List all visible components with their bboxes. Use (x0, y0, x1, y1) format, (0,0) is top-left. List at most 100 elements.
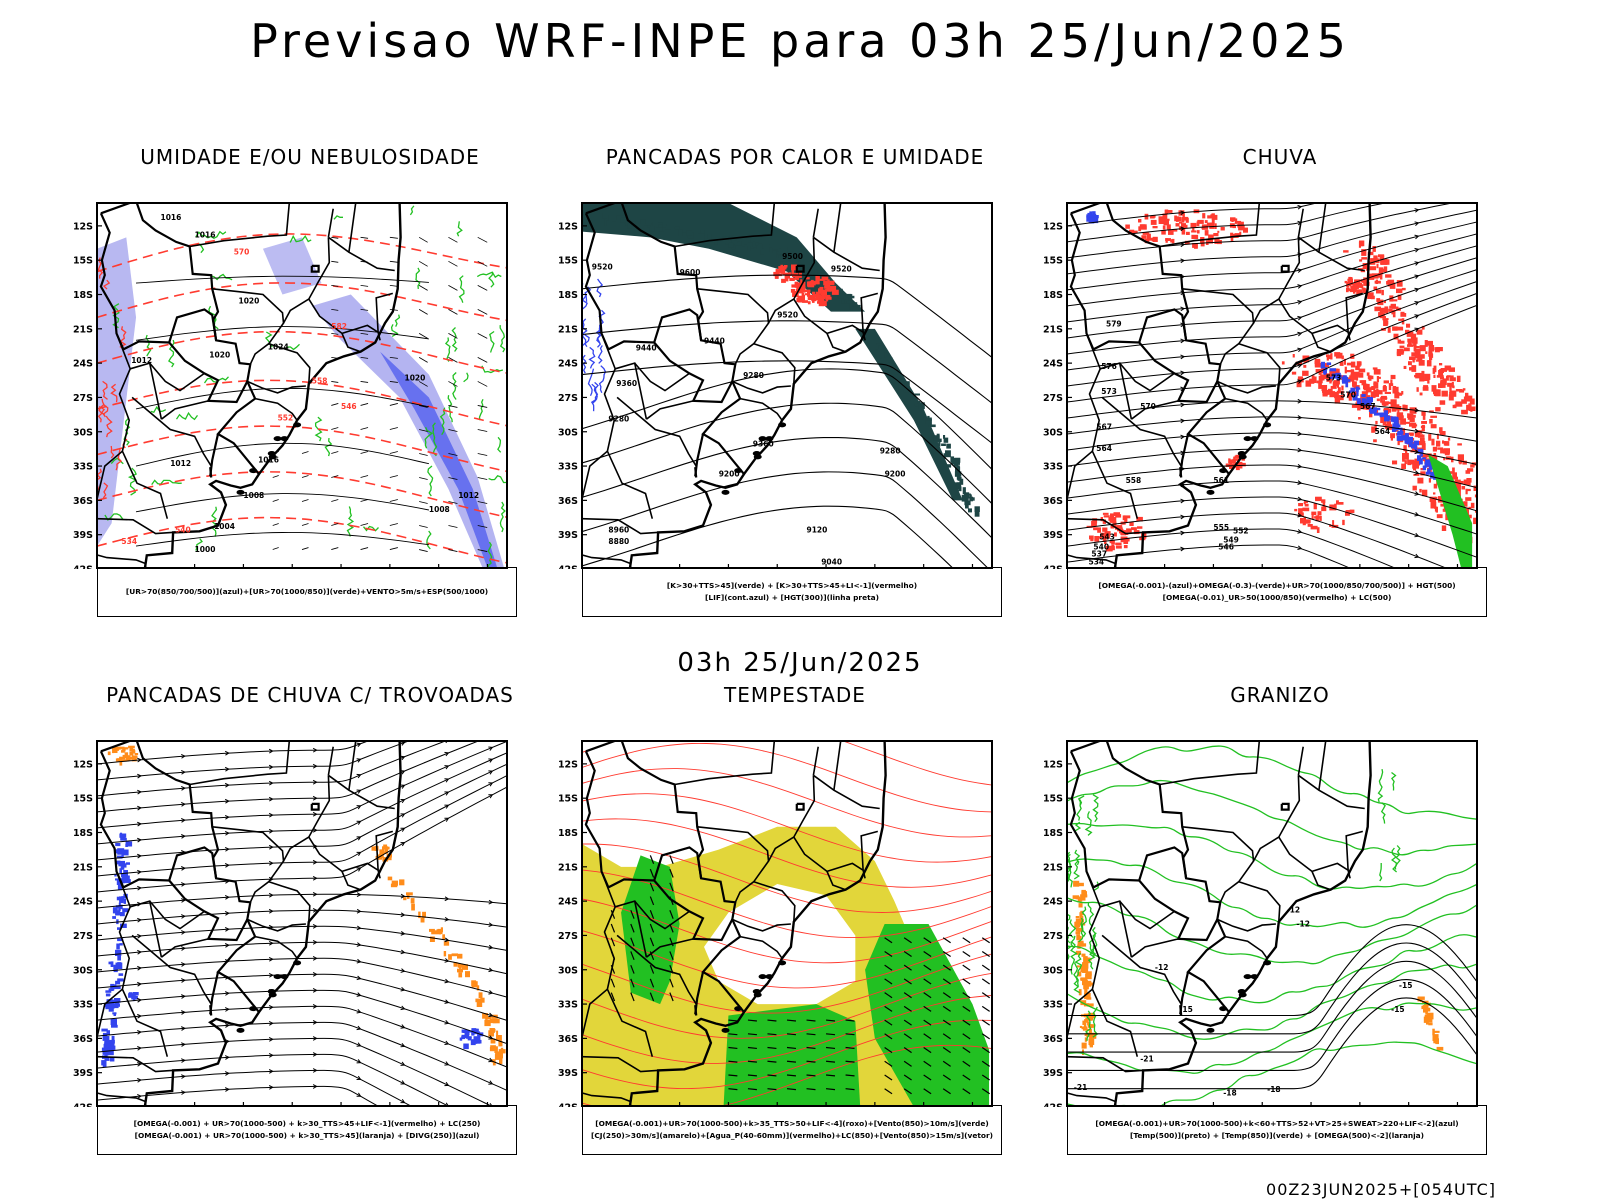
lake-marker (1263, 422, 1272, 428)
map-plot: 1016101610201024102010121016101210081004… (73, 202, 508, 569)
state-border (189, 203, 291, 248)
rain-area (1412, 485, 1417, 491)
rain-area (1430, 501, 1437, 509)
rain-area (1179, 221, 1183, 224)
state-border (582, 988, 608, 1058)
rain-area (1166, 218, 1170, 221)
temp850-contour-orographic (1088, 926, 1096, 952)
instability-cell (657, 222, 663, 225)
rain-area (1138, 226, 1142, 232)
instability-cell (786, 260, 793, 266)
instability-cell (674, 226, 680, 230)
streamline-arrow (1180, 306, 1186, 312)
rain-area (1339, 361, 1344, 366)
omega500-area (1083, 1022, 1087, 1029)
wind-vector (630, 978, 635, 988)
rain-area (1089, 535, 1094, 540)
lc250-streamline (97, 741, 480, 813)
divergence-area (461, 1034, 467, 1038)
state-border (1159, 203, 1261, 248)
country-border (1280, 802, 1290, 811)
streamline-arrow (400, 1098, 406, 1104)
contour-label: 534 (1089, 557, 1105, 566)
temp850-contour-orographic (1067, 853, 1073, 888)
omega-area (1342, 375, 1347, 380)
rain-area (1318, 382, 1322, 389)
divergence-area (110, 983, 115, 991)
instability-cell (648, 223, 652, 226)
wind-vector (903, 1019, 912, 1026)
isobar (135, 387, 429, 410)
state-border (1345, 830, 1364, 871)
wind-vector (923, 1019, 932, 1026)
instability-cell (954, 457, 961, 463)
omega-area (1396, 435, 1403, 441)
wind-vector (806, 1033, 816, 1036)
instability-cell (874, 345, 879, 350)
streamline-arrow (137, 1045, 142, 1051)
rain-area (1302, 370, 1309, 376)
streamline-arrow (137, 949, 142, 955)
rain-area (1401, 463, 1406, 470)
streamline-arrow (444, 778, 450, 783)
thunderstorm-area (488, 1030, 494, 1037)
contour-label: 1020 (209, 350, 230, 359)
rain-area (1384, 391, 1391, 394)
omega500-area (1432, 1030, 1440, 1033)
wind-vector (942, 978, 951, 985)
rain-area (1388, 383, 1392, 390)
wind-vector (389, 284, 398, 287)
streamline-arrow (181, 898, 186, 903)
rain-area (1102, 519, 1106, 524)
state-border (812, 208, 819, 238)
rain-area (1416, 387, 1419, 392)
li-negative-cell (801, 292, 804, 296)
rain-area (1325, 373, 1333, 378)
rain-area (1468, 506, 1472, 510)
rain-area (1220, 226, 1225, 231)
rain-area (1360, 242, 1364, 247)
rain-area (1213, 233, 1219, 237)
state-border (600, 871, 654, 1057)
state-border (833, 741, 842, 791)
divergence-area (114, 861, 121, 865)
thunderstorm-area (494, 1046, 498, 1053)
instability-cell (658, 225, 663, 231)
rain-area (1318, 371, 1322, 375)
rain-area (1433, 391, 1437, 395)
li-negative-cell (791, 268, 794, 275)
instability-cell (788, 251, 795, 257)
wind-vector (649, 992, 655, 1002)
humidity-contour-green (195, 538, 203, 551)
rain-area (1403, 365, 1407, 369)
rain-area (1444, 441, 1450, 446)
omega-area (1321, 361, 1325, 369)
omega500-area (1088, 1038, 1095, 1045)
rain-area (1332, 381, 1339, 387)
wind-vector (360, 357, 369, 359)
contour-label: 534 (121, 537, 137, 546)
streamline-arrow (356, 908, 362, 914)
rain-area (1114, 532, 1117, 537)
temp500-contour (1067, 924, 1477, 1017)
rain-area (1150, 219, 1157, 225)
wind-vector (942, 1047, 951, 1054)
rain-area (1323, 390, 1330, 395)
country-border (1092, 308, 1188, 351)
streamline-arrow (224, 766, 230, 772)
rain-area (1414, 346, 1420, 349)
humidity-contour-green (394, 314, 401, 327)
state-border (1099, 900, 1133, 958)
instability-cell (780, 254, 787, 262)
streamline-arrow (356, 1042, 362, 1047)
li-negative-cell (831, 289, 839, 295)
lake-marker (758, 974, 767, 980)
divergence-area (109, 1056, 115, 1062)
rain-area (1376, 298, 1381, 302)
streamline-arrow (1414, 553, 1420, 559)
wind-vector (389, 332, 398, 335)
divergence-area (112, 1012, 117, 1015)
rain-area (1380, 416, 1387, 423)
divergence-area (104, 1046, 107, 1051)
hgt500-contour (1067, 528, 1399, 569)
